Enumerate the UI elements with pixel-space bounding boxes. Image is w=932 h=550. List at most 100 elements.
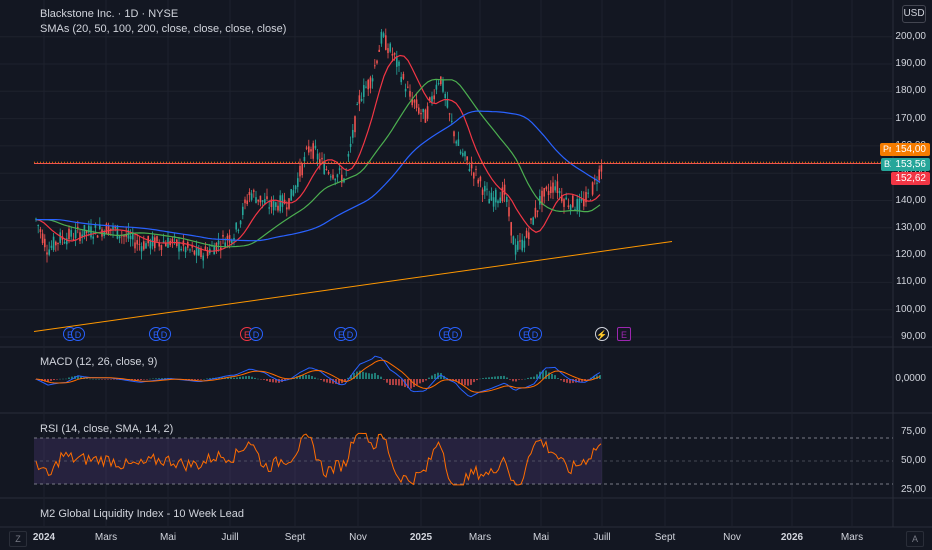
macd-histogram-bar xyxy=(545,370,547,379)
macd-zero-label: 0,0000 xyxy=(895,373,926,384)
candle-body xyxy=(475,168,477,170)
zoom-button[interactable]: Z xyxy=(9,531,27,547)
macd-histogram-bar xyxy=(263,379,265,380)
candle-body xyxy=(145,243,147,249)
macd-histogram-bar xyxy=(164,378,166,379)
candle-body xyxy=(237,229,240,231)
candle-body xyxy=(404,88,407,92)
macd-histogram-bar xyxy=(107,379,109,380)
candle-body xyxy=(299,165,301,177)
split-event-icon[interactable]: ⚡ xyxy=(595,327,609,341)
macd-histogram-bar xyxy=(452,379,454,381)
candle-body xyxy=(374,65,376,67)
dividend-event-icon[interactable]: D xyxy=(157,327,171,341)
chart-title: Blackstone Inc. · 1D · NYSE xyxy=(40,8,179,20)
candle-body xyxy=(206,250,209,256)
auto-scale-button[interactable]: A xyxy=(906,531,924,547)
macd-histogram-bar xyxy=(476,379,478,381)
last-price-tag: 153,56 xyxy=(891,158,930,171)
dividend-event-icon[interactable]: D xyxy=(71,327,85,341)
candle-body xyxy=(451,120,453,122)
candle-body xyxy=(457,139,460,146)
candle-body xyxy=(365,86,367,88)
macd-histogram-bar xyxy=(485,377,487,379)
macd-histogram-bar xyxy=(497,376,499,379)
price-tick-label: 90,00 xyxy=(900,331,926,342)
macd-histogram-bar xyxy=(470,379,472,385)
candle-body xyxy=(57,242,59,244)
rsi-legend[interactable]: RSI (14, close, SMA, 14, 2) xyxy=(40,423,174,435)
macd-histogram-bar xyxy=(464,379,466,386)
macd-histogram-bar xyxy=(488,377,490,379)
macd-histogram-bar xyxy=(458,379,460,384)
macd-histogram-bar xyxy=(521,379,523,380)
candle-body xyxy=(525,230,528,238)
currency-button[interactable]: USD xyxy=(902,5,926,23)
candle-body xyxy=(550,186,552,194)
time-tick-label: Mars xyxy=(468,532,492,543)
macd-histogram-bar xyxy=(248,375,250,379)
macd-histogram-bar xyxy=(317,378,319,380)
macd-histogram-bar xyxy=(269,379,271,382)
candle-body xyxy=(380,31,383,44)
candle-body xyxy=(563,199,565,207)
macd-histogram-bar xyxy=(557,378,559,379)
macd-histogram-bar xyxy=(434,373,436,379)
m2-legend[interactable]: M2 Global Liquidity Index - 10 Week Lead xyxy=(40,508,245,520)
macd-histogram-bar xyxy=(566,379,568,383)
candle-body xyxy=(444,93,446,99)
candle-body xyxy=(79,232,81,242)
candle-body xyxy=(393,53,396,55)
macd-histogram-bar xyxy=(233,377,235,379)
macd-histogram-bar xyxy=(161,378,163,379)
candle-body xyxy=(116,225,119,239)
dividend-event-icon[interactable]: D xyxy=(448,327,462,341)
macd-histogram-bar xyxy=(515,379,517,382)
macd-histogram-bar xyxy=(191,379,193,380)
candle-body xyxy=(215,242,218,252)
candle-body xyxy=(253,190,255,192)
candle-body xyxy=(552,182,554,193)
time-tick-label: Nov xyxy=(349,532,367,543)
macd-histogram-bar xyxy=(374,372,376,379)
macd-histogram-bar xyxy=(311,376,313,379)
macd-histogram-bar xyxy=(62,378,64,380)
candle-body xyxy=(297,178,299,187)
macd-histogram-bar xyxy=(86,378,88,379)
candle-body xyxy=(50,245,53,248)
macd-histogram-bar xyxy=(206,378,208,380)
macd-histogram-bar xyxy=(104,379,106,380)
macd-histogram-bar xyxy=(44,379,46,382)
macd-histogram-bar xyxy=(344,379,346,382)
dividend-event-icon[interactable]: D xyxy=(528,327,542,341)
candle-body xyxy=(125,233,127,237)
candle-body xyxy=(556,181,559,194)
dividend-event-icon[interactable]: D xyxy=(249,327,263,341)
earnings-event-icon[interactable]: E xyxy=(617,327,631,341)
candle-body xyxy=(448,113,451,115)
macd-histogram-bar xyxy=(65,378,67,380)
candle-body xyxy=(191,246,193,248)
macd-histogram-bar xyxy=(236,377,238,379)
sma-legend[interactable]: SMAs (20, 50, 100, 200, close, close, cl… xyxy=(40,23,287,35)
macd-legend[interactable]: MACD (12, 26, close, 9) xyxy=(40,356,158,368)
candle-body xyxy=(330,176,332,178)
candle-body xyxy=(435,84,438,90)
candle-body xyxy=(217,240,220,245)
candle-body xyxy=(473,172,475,179)
candle-body xyxy=(521,239,523,251)
candle-body xyxy=(398,61,400,66)
candle-body xyxy=(530,218,532,221)
macd-histogram-bar xyxy=(353,372,355,379)
candle-body xyxy=(561,195,563,202)
macd-histogram-bar xyxy=(386,379,388,383)
dividend-event-icon[interactable]: D xyxy=(343,327,357,341)
candle-body xyxy=(55,241,57,246)
macd-histogram-bar xyxy=(431,375,433,379)
candle-body xyxy=(352,129,354,138)
macd-histogram-bar xyxy=(56,379,58,380)
macd-histogram-bar xyxy=(512,379,514,382)
candle-body xyxy=(347,154,350,157)
candle-body xyxy=(528,232,530,240)
